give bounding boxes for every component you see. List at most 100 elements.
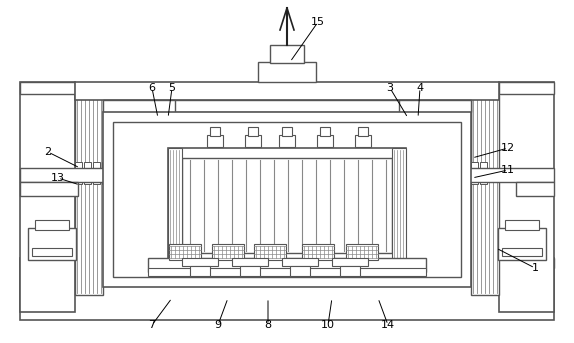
Bar xyxy=(254,244,286,260)
Bar xyxy=(320,127,330,136)
Bar xyxy=(168,148,406,266)
Bar xyxy=(136,152,140,157)
Bar xyxy=(408,175,415,184)
Bar xyxy=(75,162,82,171)
Bar xyxy=(480,175,487,184)
Bar xyxy=(28,228,76,260)
Text: 12: 12 xyxy=(501,143,515,153)
Bar xyxy=(168,148,182,266)
Bar xyxy=(143,148,149,152)
Text: 3: 3 xyxy=(386,83,394,93)
Bar xyxy=(20,168,108,182)
Bar xyxy=(505,220,539,230)
Bar xyxy=(207,135,223,147)
Bar xyxy=(120,162,127,171)
Bar xyxy=(502,248,542,256)
Bar xyxy=(111,162,118,171)
Text: 4: 4 xyxy=(417,83,424,93)
Bar xyxy=(346,244,378,260)
Bar xyxy=(20,182,78,196)
Bar xyxy=(258,62,316,82)
Bar xyxy=(426,162,433,171)
Text: 8: 8 xyxy=(265,320,272,330)
Bar xyxy=(430,152,434,157)
Bar xyxy=(102,162,109,171)
Bar xyxy=(84,162,91,171)
Bar xyxy=(147,175,154,184)
Bar xyxy=(113,122,461,277)
Bar xyxy=(148,268,426,276)
Bar xyxy=(453,175,460,184)
Bar xyxy=(138,175,145,184)
Text: 14: 14 xyxy=(381,320,395,330)
Bar xyxy=(435,175,442,184)
Bar xyxy=(462,175,469,184)
Text: 15: 15 xyxy=(311,17,325,27)
Bar xyxy=(75,95,103,295)
Text: 11: 11 xyxy=(501,165,515,175)
Bar xyxy=(399,175,406,184)
Bar xyxy=(182,258,218,266)
Bar xyxy=(453,162,460,171)
Bar xyxy=(190,266,210,276)
Bar xyxy=(462,162,469,171)
Bar xyxy=(444,175,451,184)
Bar xyxy=(84,175,91,184)
Bar xyxy=(302,244,334,260)
Bar xyxy=(93,162,100,171)
Bar xyxy=(282,258,318,266)
Bar xyxy=(279,135,295,147)
Bar xyxy=(414,152,418,157)
Text: 13: 13 xyxy=(51,173,65,183)
Bar xyxy=(282,127,292,136)
Text: 7: 7 xyxy=(149,320,156,330)
Bar xyxy=(93,175,100,184)
Bar xyxy=(417,175,424,184)
Bar xyxy=(20,258,554,320)
Bar xyxy=(240,266,260,276)
Bar xyxy=(355,135,371,147)
Bar xyxy=(103,100,175,165)
Bar xyxy=(516,182,554,196)
Bar xyxy=(399,162,406,171)
Text: 10: 10 xyxy=(321,320,335,330)
Bar xyxy=(421,148,427,152)
Bar xyxy=(392,148,406,266)
Bar xyxy=(152,152,156,157)
Bar xyxy=(471,95,499,295)
Text: 9: 9 xyxy=(215,320,222,330)
Bar xyxy=(499,82,554,94)
Bar xyxy=(290,266,310,276)
Bar xyxy=(75,82,499,100)
Bar xyxy=(426,175,433,184)
Bar xyxy=(413,148,419,152)
Bar xyxy=(471,175,478,184)
Bar xyxy=(182,158,392,253)
Bar xyxy=(32,248,72,256)
Bar xyxy=(358,127,368,136)
Bar xyxy=(20,82,75,312)
Bar xyxy=(499,82,554,312)
Bar xyxy=(103,112,471,287)
Bar xyxy=(129,175,136,184)
Bar xyxy=(466,168,554,182)
Bar xyxy=(148,258,426,272)
Bar xyxy=(399,100,471,165)
Bar xyxy=(35,220,69,230)
Bar xyxy=(156,175,163,184)
Bar xyxy=(232,258,268,266)
Bar xyxy=(151,148,157,152)
Bar xyxy=(429,148,435,152)
Text: 2: 2 xyxy=(44,147,52,157)
Bar xyxy=(498,228,546,260)
Bar xyxy=(210,127,220,136)
Bar xyxy=(422,152,426,157)
Bar xyxy=(340,266,360,276)
Text: 5: 5 xyxy=(169,83,176,93)
Bar xyxy=(480,162,487,171)
Bar xyxy=(317,135,333,147)
Text: 1: 1 xyxy=(532,263,538,273)
Bar xyxy=(20,258,554,268)
Bar xyxy=(111,175,118,184)
Bar xyxy=(120,175,127,184)
